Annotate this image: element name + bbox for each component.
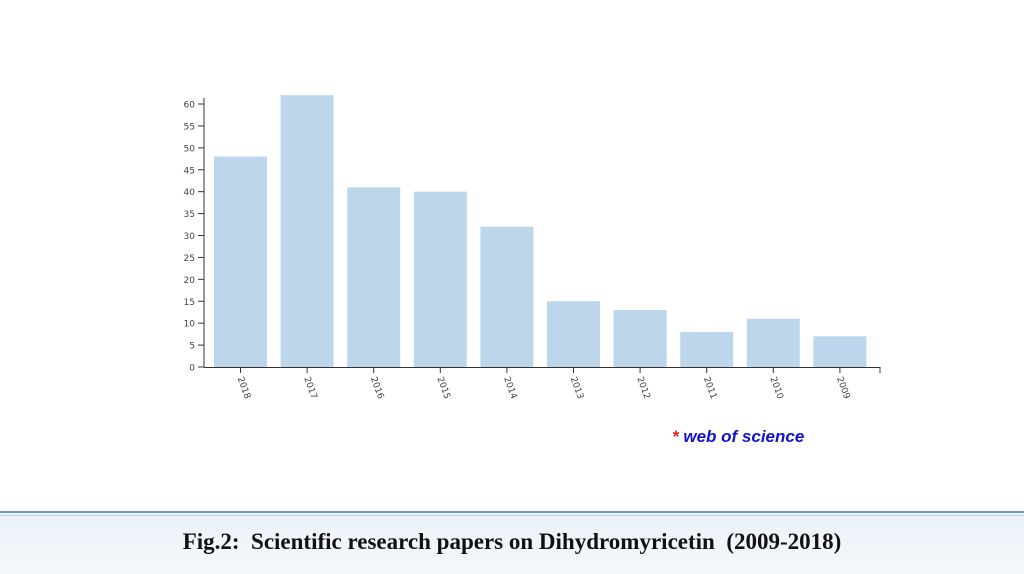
x-tick-label: 2009 bbox=[834, 376, 851, 401]
bar-2017 bbox=[280, 95, 334, 367]
y-tick-label: 20 bbox=[184, 276, 196, 286]
source-star: * bbox=[672, 427, 679, 446]
y-tick-label: 40 bbox=[184, 188, 196, 198]
y-tick-label: 30 bbox=[184, 232, 196, 242]
bar-2011 bbox=[680, 331, 734, 367]
x-tick-label: 2012 bbox=[634, 376, 651, 401]
y-tick-label: 5 bbox=[189, 342, 195, 352]
bar-2013 bbox=[547, 301, 600, 367]
x-tick-label: 2015 bbox=[434, 376, 451, 401]
x-tick-label: 2017 bbox=[301, 376, 318, 401]
bar-2015 bbox=[413, 191, 467, 367]
y-tick-label: 25 bbox=[184, 254, 195, 264]
x-tick-label: 2010 bbox=[767, 376, 784, 401]
x-tick-label: 2011 bbox=[701, 376, 718, 401]
source-text: web of science bbox=[683, 427, 805, 446]
bar-2018 bbox=[214, 156, 267, 367]
y-tick-label: 55 bbox=[184, 122, 195, 132]
x-tick-label: 2014 bbox=[501, 376, 518, 401]
y-tick-label: 60 bbox=[184, 101, 196, 111]
bar-2016 bbox=[347, 187, 401, 367]
x-tick-label: 2016 bbox=[368, 376, 385, 401]
x-axis: 2018 2017 2016 2015 2014 2013 2012 2011 2010 2009 bbox=[204, 367, 881, 401]
x-tick-label: 2018 bbox=[235, 376, 252, 401]
y-axis: 0 5 10 15 20 25 30 35 40 45 50 55 60 bbox=[184, 98, 205, 374]
y-tick-label: 10 bbox=[184, 320, 196, 330]
source-note: * web of science bbox=[672, 427, 804, 447]
bar-2009 bbox=[813, 336, 867, 367]
bar-2014 bbox=[480, 226, 534, 367]
caption-band: Fig.2: Scientific research papers on Dih… bbox=[0, 511, 1024, 574]
y-tick-label: 45 bbox=[184, 166, 195, 176]
y-tick-label: 0 bbox=[189, 364, 195, 374]
bar-2010 bbox=[746, 318, 800, 367]
y-tick-label: 50 bbox=[184, 144, 196, 154]
bars-group bbox=[214, 95, 867, 367]
figure-caption: Fig.2: Scientific research papers on Dih… bbox=[182, 529, 842, 554]
y-tick-label: 35 bbox=[184, 210, 195, 220]
x-tick-label: 2013 bbox=[568, 376, 585, 401]
bar-2012 bbox=[613, 310, 667, 367]
y-tick-label: 15 bbox=[184, 298, 195, 308]
